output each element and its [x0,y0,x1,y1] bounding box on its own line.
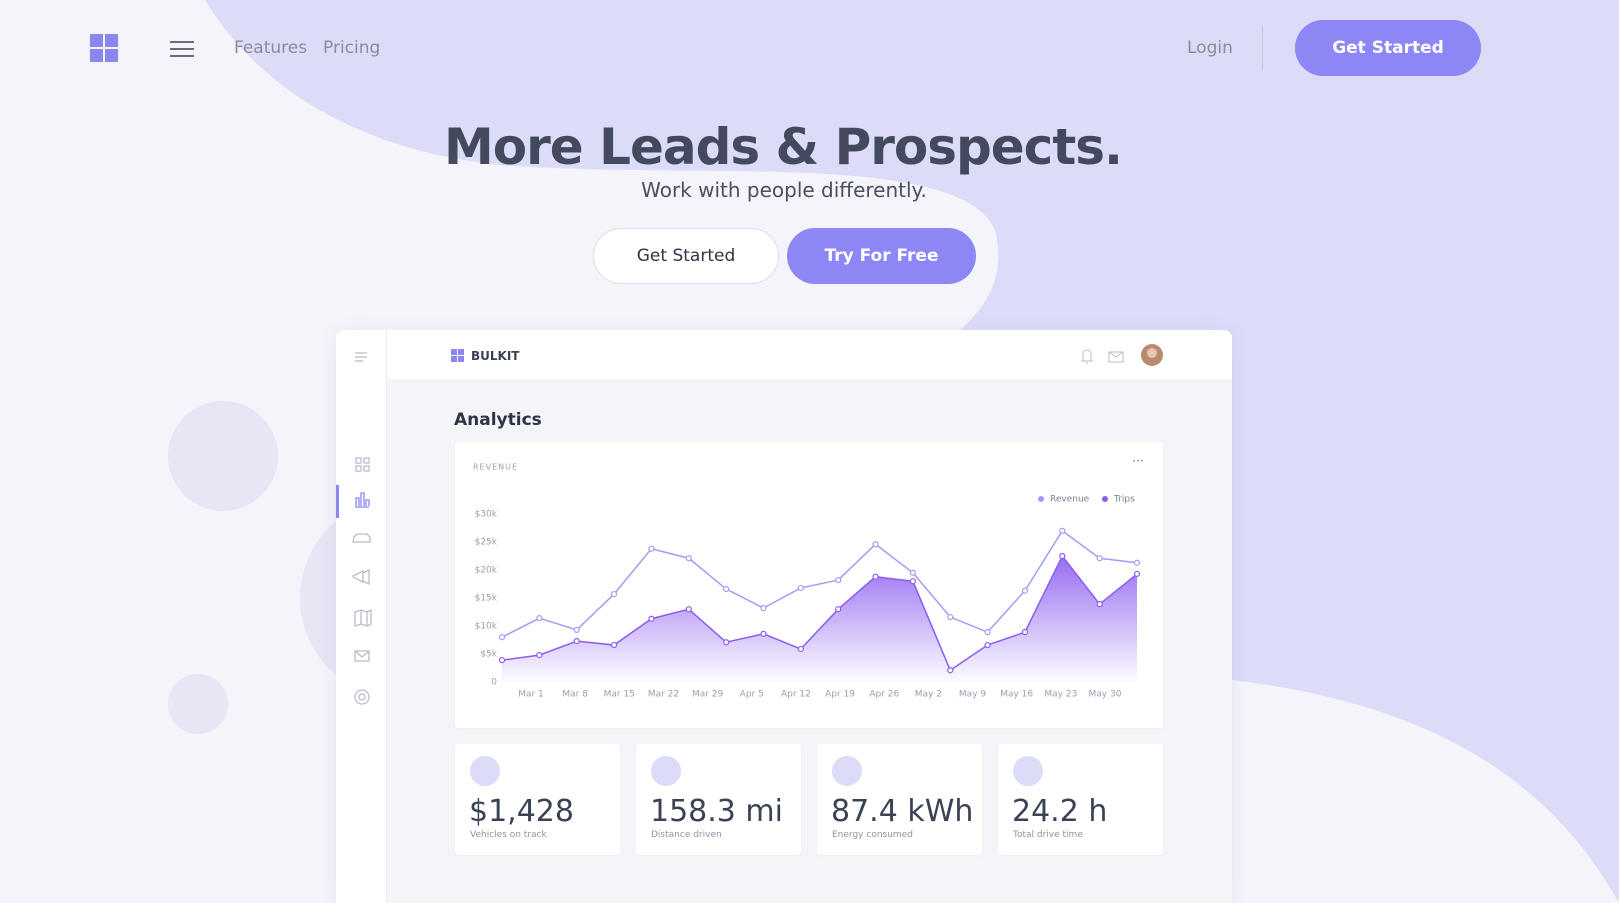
stat-icon [832,756,862,786]
hero-button[interactable]: Get Started [593,228,779,284]
menu-icon[interactable] [170,40,194,58]
nav-link[interactable]: Pricing [323,38,381,58]
stat-icon [470,756,500,786]
active-indicator [336,485,339,518]
nav-link[interactable]: Features [234,38,308,58]
stat-value: $1,428 [469,794,574,829]
topbar-icons[interactable] [1076,344,1166,368]
sidebar-icons[interactable] [336,330,386,730]
stat-value: 87.4 kWh [831,794,974,829]
hero-subtitle: Work with people differently. [641,178,927,202]
stat-icon [1013,756,1043,786]
section-heading: Analytics [454,410,542,430]
brand-logo [451,349,464,362]
stat-value: 158.3 mi [650,794,783,829]
stat-label: Energy consumed [832,830,913,840]
stat-label: Total drive time [1013,830,1083,840]
logo[interactable] [90,34,118,62]
stat-card: 87.4 kWh Energy consumed [817,744,982,855]
stat-card: 158.3 mi Distance driven [636,744,801,855]
stat-card: $1,428 Vehicles on track [455,744,620,855]
hero-button[interactable]: Try For Free [787,228,976,284]
nav-cta[interactable]: Get Started [1295,20,1481,76]
divider [1262,26,1263,70]
hero-title: More Leads & Prospects. [444,118,1123,176]
stat-card: 24.2 h Total drive time [998,744,1163,855]
login-link[interactable]: Login [1187,38,1233,58]
dashboard: BULKIT Analytics $1,428 Vehicles on track… [336,330,1232,903]
stat-label: Vehicles on track [470,830,547,840]
stat-icon [651,756,681,786]
stat-value: 24.2 h [1012,794,1108,829]
brand-name: BULKIT [471,349,520,363]
chart-card [455,442,1163,728]
stat-label: Distance driven [651,830,722,840]
